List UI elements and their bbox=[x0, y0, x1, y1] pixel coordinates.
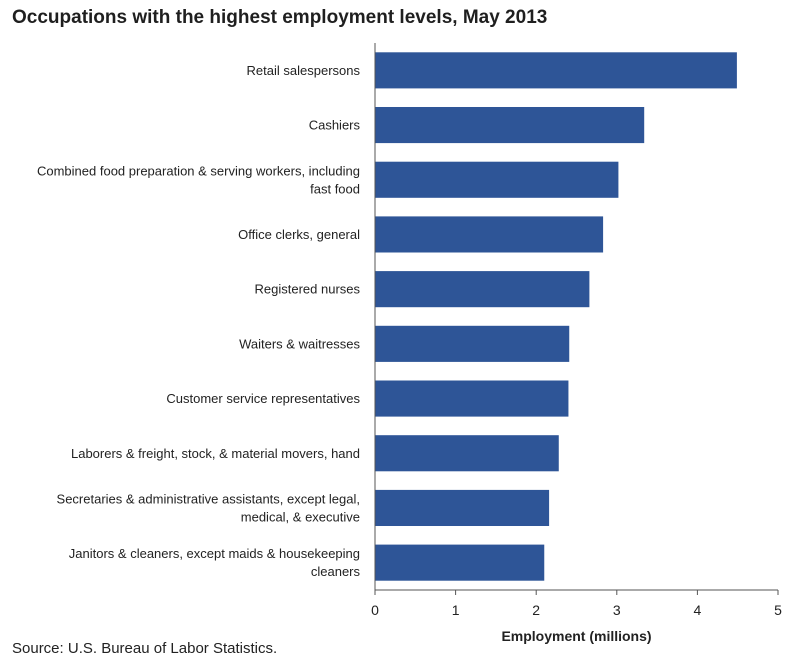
category-label-3: Combined food preparation & serving work… bbox=[37, 163, 360, 196]
x-tick-label-3: 3 bbox=[613, 602, 621, 618]
bar-2 bbox=[375, 106, 645, 144]
category-label-8: Laborers & freight, stock, & material mo… bbox=[71, 446, 360, 461]
category-label-5: Registered nurses bbox=[255, 282, 361, 297]
category-label-9: Secretaries & administrative assistants,… bbox=[57, 491, 360, 524]
x-tick-label-2: 2 bbox=[532, 602, 540, 618]
x-tick-label-1: 1 bbox=[452, 602, 460, 618]
bar-7 bbox=[375, 380, 569, 417]
bar-9 bbox=[375, 489, 550, 527]
x-axis-title: Employment (millions) bbox=[501, 628, 651, 644]
category-label-4: Office clerks, general bbox=[238, 227, 360, 242]
category-label-10: Janitors & cleaners, except maids & hous… bbox=[69, 546, 361, 579]
bar-10 bbox=[375, 544, 545, 581]
category-label-1: Retail salespersons bbox=[247, 63, 361, 78]
axes-group: 0 1 2 3 4 5 bbox=[371, 43, 782, 618]
chart-title: Occupations with the highest employment … bbox=[12, 7, 548, 28]
x-tick-label-5: 5 bbox=[774, 602, 782, 618]
source-note: Source: U.S. Bureau of Labor Statistics. bbox=[12, 640, 278, 657]
category-label-2: Cashiers bbox=[309, 118, 361, 133]
category-labels: Retail salespersons Cashiers Combined food… bbox=[37, 63, 361, 579]
x-tick-label-4: 4 bbox=[694, 602, 702, 618]
bars-group bbox=[375, 52, 737, 581]
bar-5 bbox=[375, 271, 590, 308]
category-label-6: Waiters & waitresses bbox=[239, 336, 360, 351]
bar-8 bbox=[375, 435, 559, 472]
bar-3 bbox=[375, 161, 619, 198]
bar-6 bbox=[375, 325, 570, 362]
bar-1 bbox=[375, 52, 737, 89]
x-tick-label-0: 0 bbox=[371, 602, 379, 618]
category-label-7: Customer service representatives bbox=[166, 391, 360, 406]
bar-4 bbox=[375, 216, 604, 253]
